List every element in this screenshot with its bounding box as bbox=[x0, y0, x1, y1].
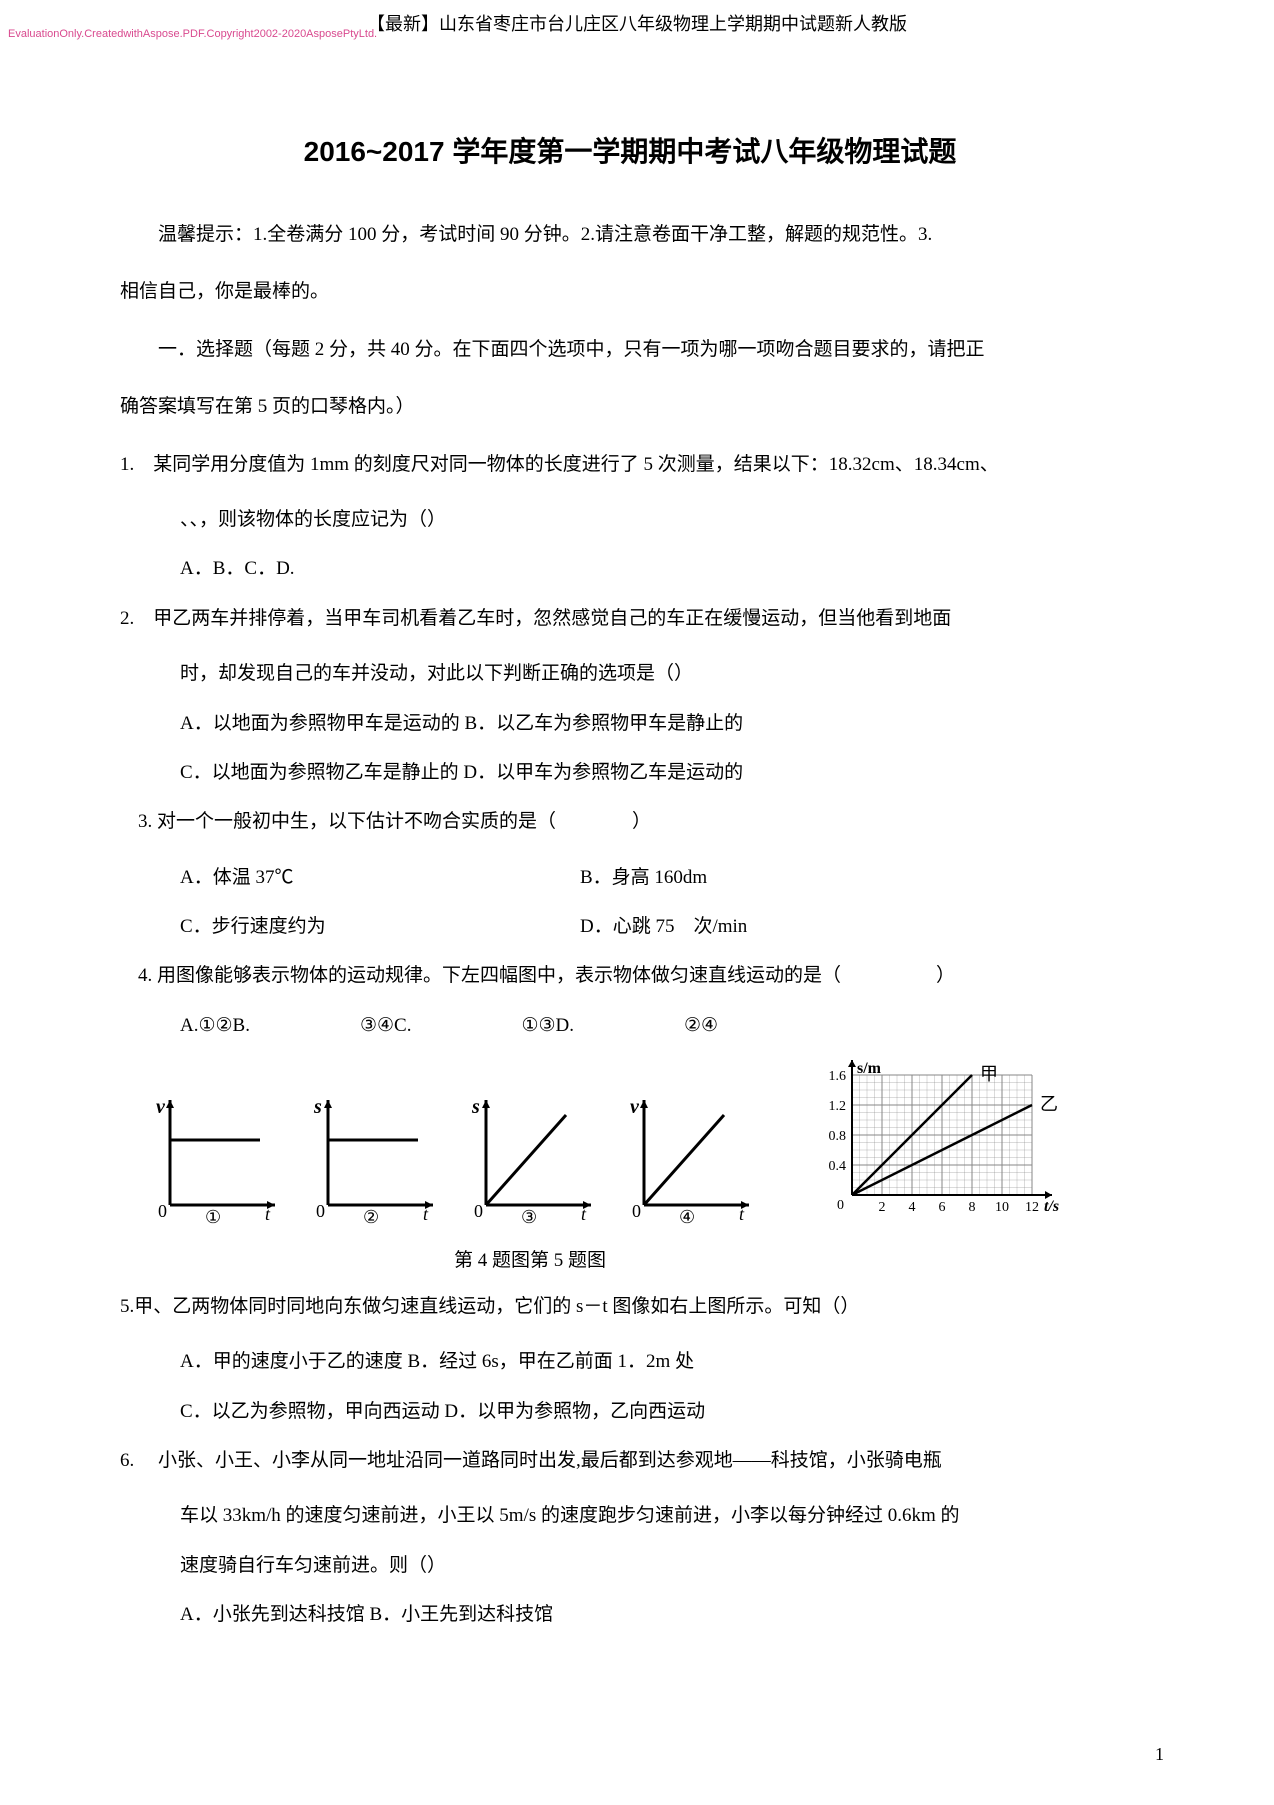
grid-chart: 0.4 0.8 1.2 1.6 2 4 6 8 10 12 0 s/m t/s 甲乙 bbox=[812, 1055, 1072, 1225]
mini-chart-4: v t 0 ④ bbox=[624, 1095, 754, 1225]
q6-optA: A．小张先到达科技馆 B．小王先到达科技馆 bbox=[120, 1590, 1140, 1639]
chart4-origin: 0 bbox=[632, 1201, 641, 1221]
q3-optB: B．身高 160dm bbox=[580, 853, 707, 902]
q2-line1: 2. 甲乙两车并排停着，当甲车司机看着乙车时，忽然感觉自己的车正在缓慢运动，但当… bbox=[120, 594, 1140, 643]
svg-text:0.4: 0.4 bbox=[829, 1159, 847, 1174]
q3-optD: D．心跳 75 次/min bbox=[580, 902, 747, 951]
chart4-num: ④ bbox=[679, 1207, 695, 1225]
q4-label-b: ③④C. bbox=[360, 1007, 412, 1045]
svg-text:0.8: 0.8 bbox=[829, 1129, 847, 1144]
svg-text:8: 8 bbox=[969, 1200, 976, 1215]
q3-line1: 3. 对一个一般初中生，以下估计不吻合实质的是（ ） bbox=[120, 797, 1140, 846]
q4-caption: 第 4 题图第 5 题图 bbox=[0, 1245, 1140, 1272]
intro-p4: 确答案填写在第 5 页的口琴格内。） bbox=[120, 382, 1140, 431]
q1-line1: 1. 某同学用分度值为 1mm 的刻度尺对同一物体的长度进行了 5 次测量，结果… bbox=[120, 440, 1140, 489]
q5-line1: 5.甲、乙两物体同时同地向东做匀速直线运动，它们的 s－t 图像如右上图所示。可… bbox=[120, 1282, 1140, 1331]
intro-p2: 相信自己，你是最棒的。 bbox=[120, 267, 1140, 316]
chart1-num: ① bbox=[205, 1207, 221, 1225]
watermark-text: EvaluationOnly.CreatedwithAspose.PDF.Cop… bbox=[8, 28, 377, 40]
mini-chart-1: v t 0 ① bbox=[150, 1095, 280, 1225]
page-number: 1 bbox=[1155, 1744, 1164, 1765]
chart4-ylabel: v bbox=[630, 1096, 640, 1118]
svg-text:10: 10 bbox=[995, 1200, 1009, 1215]
chart1-ylabel: v bbox=[156, 1096, 166, 1118]
q4-labels: A.①②B. ③④C. ①③D. ②④ bbox=[120, 1007, 1140, 1045]
q4-label-d: ②④ bbox=[684, 1007, 718, 1045]
chart3-ylabel: s bbox=[471, 1096, 480, 1118]
charts-row: v t 0 ① s t 0 ② bbox=[120, 1055, 1140, 1225]
svg-text:s/m: s/m bbox=[857, 1060, 882, 1077]
q6-line1: 6. 小张、小王、小李从同一地址沿同一道路同时出发,最后都到达参观地——科技馆，… bbox=[120, 1436, 1140, 1485]
main-title: 2016~2017 学年度第一学期期中考试八年级物理试题 bbox=[120, 130, 1140, 170]
svg-text:4: 4 bbox=[909, 1200, 916, 1215]
q2-line2: 时，却发现自己的车并没动，对此以下判断正确的选项是（） bbox=[120, 649, 1140, 698]
chart2-ylabel: s bbox=[313, 1096, 322, 1118]
q3-optC: C．步行速度约为 bbox=[180, 902, 580, 951]
q1-line2: 、、，则该物体的长度应记为（） bbox=[120, 495, 1140, 544]
mini-chart-2: s t 0 ② bbox=[308, 1095, 438, 1225]
svg-text:6: 6 bbox=[939, 1200, 946, 1215]
q3-row1: A．体温 37℃ B．身高 160dm bbox=[120, 853, 1140, 902]
q4-label-a: A.①②B. bbox=[180, 1007, 250, 1045]
q3-optA: A．体温 37℃ bbox=[180, 853, 580, 902]
q5-optA: A．甲的速度小于乙的速度 B．经过 6s，甲在乙前面 1．2m 处 bbox=[120, 1337, 1140, 1386]
intro-p3: 一．选择题（每题 2 分，共 40 分。在下面四个选项中，只有一项为哪一项吻合题… bbox=[120, 325, 1140, 374]
mini-chart-3: s t 0 ③ bbox=[466, 1095, 596, 1225]
svg-text:甲: 甲 bbox=[980, 1064, 998, 1084]
q2-optC: C．以地面为参照物乙车是静止的 D．以甲车为参照物乙车是运动的 bbox=[120, 748, 1140, 797]
chart3-origin: 0 bbox=[474, 1201, 483, 1221]
svg-text:t/s: t/s bbox=[1044, 1198, 1059, 1215]
q6-line3: 速度骑自行车匀速前进。则（） bbox=[120, 1541, 1140, 1590]
svg-text:0: 0 bbox=[837, 1198, 844, 1213]
chart1-origin: 0 bbox=[158, 1201, 167, 1221]
q4-line1: 4. 用图像能够表示物体的运动规律。下左四幅图中，表示物体做匀速直线运动的是（ … bbox=[120, 951, 1140, 1000]
svg-text:乙: 乙 bbox=[1040, 1094, 1058, 1114]
q6-line2: 车以 33km/h 的速度匀速前进，小王以 5m/s 的速度跑步匀速前进，小李以… bbox=[120, 1491, 1140, 1540]
q3-row2: C．步行速度约为 D．心跳 75 次/min bbox=[120, 902, 1140, 951]
chart3-num: ③ bbox=[521, 1207, 537, 1225]
svg-text:12: 12 bbox=[1025, 1200, 1039, 1215]
chart2-num: ② bbox=[363, 1207, 379, 1225]
svg-text:2: 2 bbox=[879, 1200, 886, 1215]
q2-optA: A．以地面为参照物甲车是运动的 B．以乙车为参照物甲车是静止的 bbox=[120, 699, 1140, 748]
chart2-origin: 0 bbox=[316, 1201, 325, 1221]
page-content: 2016~2017 学年度第一学期期中考试八年级物理试题 温馨提示：1.全卷满分… bbox=[120, 130, 1140, 1640]
svg-text:1.6: 1.6 bbox=[829, 1069, 847, 1084]
svg-text:1.2: 1.2 bbox=[829, 1099, 847, 1114]
q4-label-c: ①③D. bbox=[521, 1007, 574, 1045]
q1-opts: A．B．C．D. bbox=[120, 544, 1140, 593]
intro-p1: 温馨提示：1.全卷满分 100 分，考试时间 90 分钟。2.请注意卷面干净工整… bbox=[120, 210, 1140, 259]
q5-optC: C．以乙为参照物，甲向西运动 D．以甲为参照物，乙向西运动 bbox=[120, 1387, 1140, 1436]
